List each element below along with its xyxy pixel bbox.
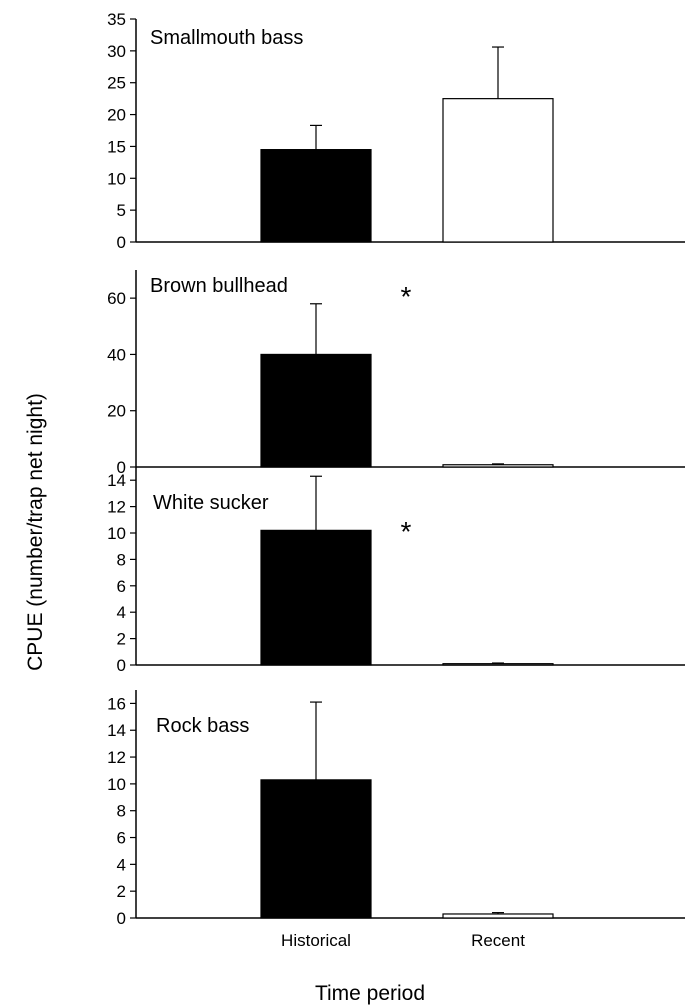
y-tick-label: 15 (107, 137, 126, 156)
y-tick-label: 14 (107, 721, 126, 740)
significance-marker: * (401, 281, 412, 312)
y-tick-label: 20 (107, 106, 126, 125)
y-tick-label: 30 (107, 42, 126, 61)
y-tick-label: 8 (117, 802, 126, 821)
y-tick-label: 5 (117, 201, 126, 220)
y-tick-label: 2 (117, 630, 126, 649)
bar-recent (442, 98, 554, 243)
bar-historical (260, 149, 372, 243)
y-tick-label: 40 (107, 345, 126, 364)
y-tick-label: 60 (107, 289, 126, 308)
bar-recent (442, 464, 554, 468)
y-tick-label: 4 (117, 855, 126, 874)
y-tick-label: 6 (117, 829, 126, 848)
x-category-label: Historical (281, 931, 351, 950)
y-tick-label: 8 (117, 550, 126, 569)
y-tick-label: 10 (107, 775, 126, 794)
y-tick-label: 20 (107, 402, 126, 421)
y-tick-label: 10 (107, 169, 126, 188)
y-tick-label: 35 (107, 10, 126, 29)
x-category-label: Recent (471, 931, 525, 950)
y-tick-label: 4 (117, 603, 126, 622)
y-tick-label: 12 (107, 748, 126, 767)
y-tick-label: 6 (117, 577, 126, 596)
x-axis-title: Time period (315, 982, 425, 1005)
y-tick-label: 10 (107, 524, 126, 543)
panel-title: Brown bullhead (150, 275, 288, 297)
y-tick-label: 2 (117, 882, 126, 901)
bar-historical (260, 779, 372, 919)
bar-historical (260, 353, 372, 468)
y-tick-label: 0 (117, 458, 126, 477)
y-tick-label: 16 (107, 694, 126, 713)
panel-title: Smallmouth bass (150, 27, 303, 49)
panel-title: White sucker (153, 492, 269, 514)
y-axis-title: CPUE (number/trap net night) (24, 393, 47, 671)
significance-marker: * (401, 516, 412, 547)
panel-title: Rock bass (156, 715, 249, 737)
y-tick-label: 14 (107, 471, 126, 490)
y-tick-label: 0 (117, 909, 126, 928)
y-tick-label: 0 (117, 656, 126, 675)
y-tick-label: 0 (117, 233, 126, 252)
y-tick-label: 12 (107, 498, 126, 517)
bar-historical (260, 529, 372, 666)
bar-recent (442, 913, 554, 919)
y-tick-label: 25 (107, 74, 126, 93)
bar-recent (442, 663, 554, 666)
